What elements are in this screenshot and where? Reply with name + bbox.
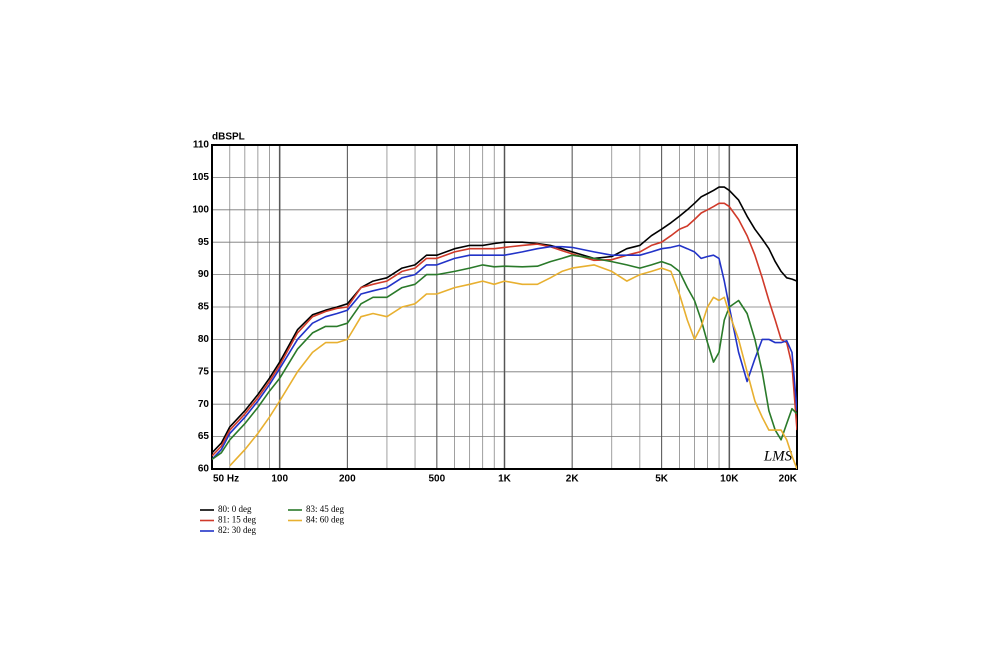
y-tick-label: 90 <box>198 269 210 280</box>
series-line <box>212 202 797 457</box>
watermark: LMS <box>763 448 793 464</box>
series-line <box>212 186 797 454</box>
x-tick-label: 20K <box>779 474 798 485</box>
series-line <box>212 254 797 460</box>
legend-label: 83: 45 deg <box>306 504 344 514</box>
legend-label: 84: 60 deg <box>306 515 344 525</box>
y-tick-label: 110 <box>193 140 210 151</box>
y-tick-label: 75 <box>198 366 210 377</box>
x-tick-label: 50 Hz <box>213 474 239 485</box>
x-tick-label: 200 <box>339 474 356 485</box>
y-tick-label: 105 <box>192 172 209 183</box>
legend-label: 81: 15 deg <box>218 515 256 525</box>
y-tick-label: 85 <box>198 302 210 313</box>
x-tick-label: 100 <box>271 474 288 485</box>
y-tick-label: 100 <box>192 204 209 215</box>
y-tick-label: 60 <box>198 464 210 475</box>
x-tick-label: 5K <box>655 474 669 485</box>
y-tick-label: 65 <box>198 431 210 442</box>
x-tick-label: 500 <box>428 474 445 485</box>
y-tick-label: 70 <box>198 399 210 410</box>
legend-label: 82: 30 deg <box>218 525 256 535</box>
x-tick-label: 1K <box>498 474 512 485</box>
legend-label: 80: 0 deg <box>218 504 252 514</box>
y-axis-label: dBSPL <box>212 132 245 143</box>
x-tick-label: 2K <box>566 474 580 485</box>
y-tick-label: 80 <box>198 334 210 345</box>
plot-frame <box>211 144 798 470</box>
series-line <box>229 264 797 469</box>
series-line <box>212 244 797 460</box>
y-tick-label: 95 <box>198 237 210 248</box>
x-tick-label: 10K <box>720 474 739 485</box>
